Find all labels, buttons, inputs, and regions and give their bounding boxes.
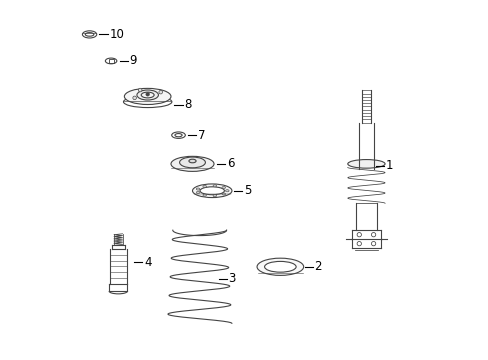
Text: 9: 9 <box>129 54 137 67</box>
Text: 5: 5 <box>244 184 251 197</box>
Text: 2: 2 <box>314 260 321 273</box>
Circle shape <box>133 96 136 100</box>
Ellipse shape <box>141 92 154 98</box>
Ellipse shape <box>222 186 225 189</box>
Circle shape <box>145 93 149 96</box>
Circle shape <box>159 90 162 94</box>
Text: 10: 10 <box>109 28 124 41</box>
Text: 4: 4 <box>144 256 151 269</box>
Text: 6: 6 <box>227 157 234 170</box>
Ellipse shape <box>213 195 216 197</box>
Ellipse shape <box>257 258 303 275</box>
Ellipse shape <box>213 185 216 187</box>
Ellipse shape <box>200 187 224 195</box>
Ellipse shape <box>264 261 296 272</box>
Ellipse shape <box>347 159 384 168</box>
Text: 3: 3 <box>228 272 235 285</box>
Ellipse shape <box>192 184 231 198</box>
Ellipse shape <box>124 88 171 104</box>
Ellipse shape <box>222 193 225 195</box>
Ellipse shape <box>171 156 214 171</box>
Text: 7: 7 <box>198 129 205 142</box>
Ellipse shape <box>179 157 205 168</box>
Ellipse shape <box>225 190 228 192</box>
Ellipse shape <box>203 194 206 196</box>
Circle shape <box>138 88 142 92</box>
Text: 8: 8 <box>184 98 192 111</box>
Ellipse shape <box>196 188 200 190</box>
Ellipse shape <box>203 185 206 188</box>
Ellipse shape <box>188 159 196 163</box>
Ellipse shape <box>137 90 158 100</box>
Ellipse shape <box>196 192 200 194</box>
Text: 1: 1 <box>385 159 392 172</box>
